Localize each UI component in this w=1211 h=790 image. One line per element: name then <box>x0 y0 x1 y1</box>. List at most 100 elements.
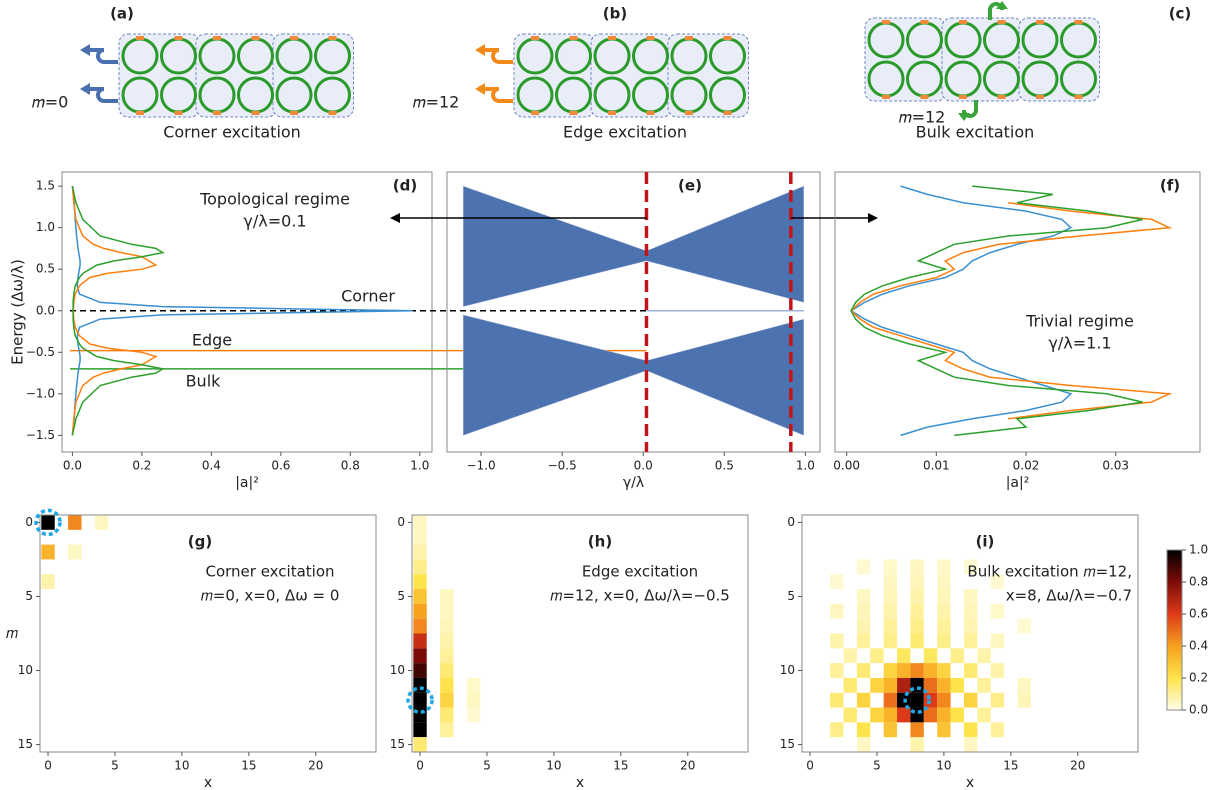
heat-cell <box>413 663 426 678</box>
heat-cell <box>937 574 950 589</box>
series-label: Edge <box>192 331 232 350</box>
heat-cell <box>977 678 990 693</box>
x-axis-label: |a|² <box>1006 475 1030 491</box>
colorbar-tick-label: 0.6 <box>1189 607 1208 621</box>
panel-label: (c) <box>1169 5 1192 23</box>
coupler <box>882 20 890 24</box>
heat-cell <box>440 604 453 619</box>
x-tick-label: 0.01 <box>923 459 950 473</box>
heat-cell <box>951 648 964 663</box>
heat-cell <box>884 708 897 723</box>
x-tick-label: 0.5 <box>715 459 734 473</box>
heat-cell <box>910 619 923 634</box>
unit-cell-box <box>942 18 1023 101</box>
heat-cell <box>884 634 897 649</box>
heat-cell <box>843 678 856 693</box>
coupler <box>1075 95 1083 99</box>
heat-cell <box>924 663 937 678</box>
heat-cell <box>857 589 870 604</box>
heat-cell <box>95 515 108 530</box>
regime-subtitle: γ/λ=0.1 <box>243 212 306 231</box>
heat-cell <box>964 693 977 708</box>
panel-label: (a) <box>110 5 134 23</box>
heat-cell <box>964 737 977 752</box>
heat-cell <box>870 708 883 723</box>
heat-cell <box>991 722 1004 737</box>
heat-cell <box>884 722 897 737</box>
coupler <box>1036 95 1044 99</box>
heat-cell <box>884 604 897 619</box>
x-tick-label: 1.0 <box>796 459 815 473</box>
y-tick-label: 1.5 <box>36 179 55 193</box>
heat-cell <box>910 574 923 589</box>
coupler <box>252 111 260 115</box>
panel-label: (i) <box>976 533 995 551</box>
heat-cell <box>857 559 870 574</box>
heat-cell <box>857 693 870 708</box>
coupler <box>175 111 183 115</box>
annotation: Edge excitation <box>582 563 698 581</box>
heat-cell <box>964 634 977 649</box>
annotation: 𝑚=0, x=0, Δω = 0 <box>201 587 340 605</box>
input-arrow <box>88 89 118 101</box>
regime-title: Topological regime <box>199 190 350 209</box>
x-tick-label: 10 <box>174 759 189 773</box>
y-tick-label: 5 <box>397 589 405 603</box>
x-tick-label: −1.0 <box>466 459 495 473</box>
y-tick-label: 10 <box>390 663 405 677</box>
heat-cell <box>857 722 870 737</box>
unit-cell-box <box>591 34 672 117</box>
x-tick-label: 0.0 <box>634 459 653 473</box>
coupler <box>1036 20 1044 24</box>
heat-cell <box>413 515 426 530</box>
heat-cell <box>910 663 923 678</box>
annotation: x=8, Δω/λ=−0.7 <box>1006 587 1132 605</box>
heat-cell <box>884 663 897 678</box>
coupler <box>329 36 337 40</box>
panel-label: (g) <box>188 533 212 551</box>
x-tick-label: 10 <box>936 759 951 773</box>
y-tick-label: −1.5 <box>26 428 55 442</box>
coupler <box>213 111 221 115</box>
x-tick-label: 0.6 <box>271 459 290 473</box>
input-arrow <box>483 50 513 62</box>
x-axis-label: |a|² <box>235 475 259 491</box>
heat-cell <box>977 648 990 663</box>
series-label: Bulk <box>186 372 222 391</box>
site-label: 𝑚=12 <box>413 93 460 112</box>
heat-cell <box>937 619 950 634</box>
y-tick-label: 10 <box>18 663 33 677</box>
coupler <box>959 20 967 24</box>
coupler <box>921 20 929 24</box>
y-tick-label: −1.0 <box>26 386 55 400</box>
x-tick-label: 0.03 <box>1102 459 1129 473</box>
x-tick-label: 5 <box>483 759 491 773</box>
x-tick-label: 15 <box>241 759 256 773</box>
coupler <box>175 36 183 40</box>
coupler <box>290 111 298 115</box>
colorbar-tick-label: 1.0 <box>1189 543 1208 557</box>
heat-cell <box>910 589 923 604</box>
heat-cell <box>440 663 453 678</box>
heat-cell <box>413 619 426 634</box>
x-tick-label: 0 <box>416 759 424 773</box>
coupler <box>608 36 616 40</box>
heat-cell <box>413 545 426 560</box>
unit-cell-box <box>514 34 595 117</box>
x-tick-label: 5 <box>111 759 119 773</box>
heat-cell <box>440 589 453 604</box>
coupler <box>570 111 578 115</box>
x-tick-label: 15 <box>613 759 628 773</box>
y-tick-label: 15 <box>18 737 33 751</box>
heat-cell <box>991 663 1004 678</box>
heat-cell <box>857 634 870 649</box>
x-axis-label: γ/λ <box>623 475 644 491</box>
heat-cell <box>467 708 480 723</box>
y-tick-label: 0 <box>397 515 405 529</box>
y-axis-label: Energy (Δω/λ) <box>9 259 27 365</box>
heat-cell <box>924 648 937 663</box>
heat-cell <box>413 648 426 663</box>
heat-cell <box>910 559 923 574</box>
heat-cell <box>951 708 964 723</box>
x-tick-label: 0.02 <box>1013 459 1040 473</box>
